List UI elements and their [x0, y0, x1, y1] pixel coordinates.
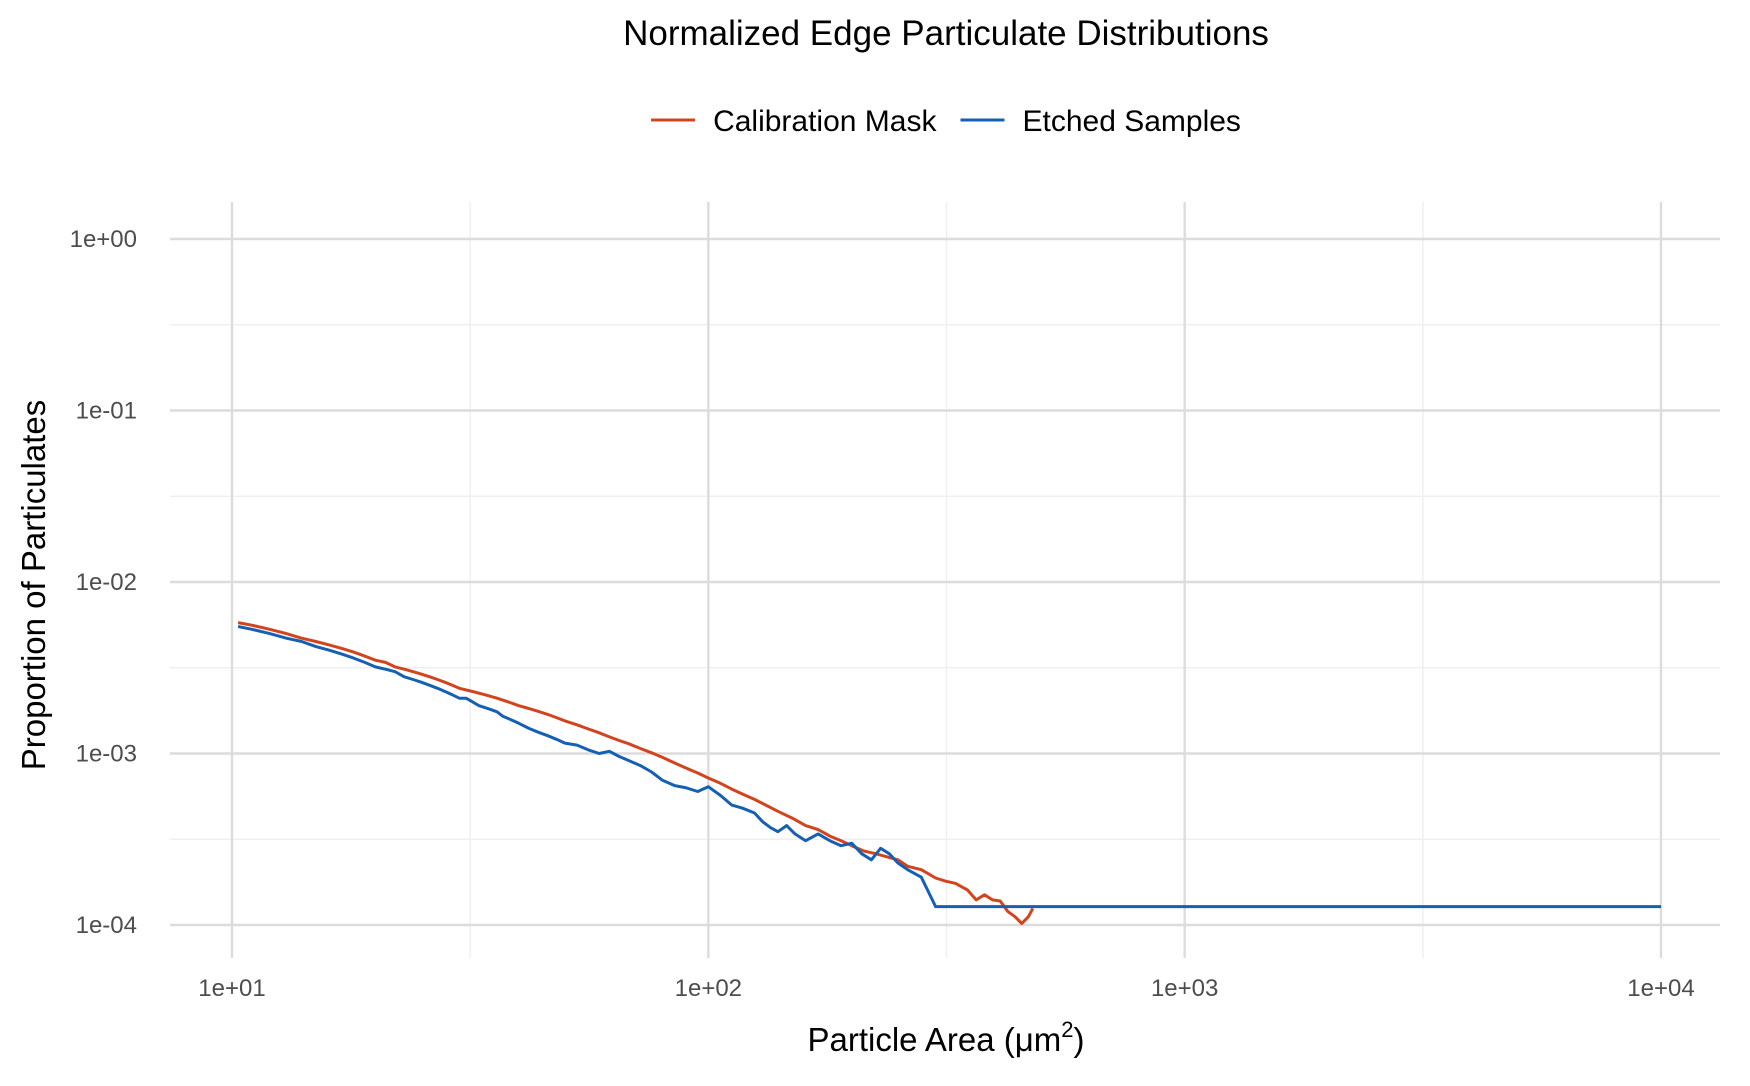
x-axis-title-close: ) [1074, 1021, 1085, 1058]
y-axis-title: Proportion of Particulates [15, 400, 52, 771]
x-tick-label: 1e+03 [1151, 975, 1218, 1002]
legend-item: Etched Samples [960, 105, 1241, 138]
y-tick-label: 1e+00 [70, 226, 137, 253]
x-axis-title-main: Particle Area ( [807, 1021, 1014, 1058]
legend-item: Calibration Mask [651, 105, 937, 138]
legend-label: Etched Samples [1022, 105, 1240, 138]
x-tick-label: 1e+04 [1627, 975, 1694, 1002]
x-tick-label: 1e+02 [675, 975, 742, 1002]
x-axis-title-exponent: 2 [1061, 1017, 1073, 1042]
x-axis-tick-labels: 1e+01 1e+02 1e+03 1e+04 [198, 975, 1694, 1002]
legend-label: Calibration Mask [713, 105, 937, 138]
series-lines [237, 621, 1661, 925]
y-tick-label: 1e-01 [76, 398, 137, 425]
series-line-etched-samples [237, 625, 1661, 909]
y-tick-label: 1e-02 [76, 569, 137, 596]
y-tick-label: 1e-04 [76, 912, 137, 939]
chart-title: Normalized Edge Particulate Distribution… [623, 14, 1269, 53]
y-tick-label: 1e-03 [76, 741, 137, 768]
minor-gridlines [170, 202, 1720, 958]
x-tick-label: 1e+01 [198, 975, 265, 1002]
series-line-calibration-mask [237, 621, 1035, 925]
x-axis-title-unit: μm [1015, 1021, 1062, 1058]
x-axis-title: Particle Area (μm2) [807, 1017, 1084, 1058]
legend: Calibration Mask Etched Samples [651, 105, 1241, 138]
major-gridlines [170, 202, 1720, 958]
y-axis-tick-labels: 1e+00 1e-01 1e-02 1e-03 1e-04 [70, 226, 137, 939]
